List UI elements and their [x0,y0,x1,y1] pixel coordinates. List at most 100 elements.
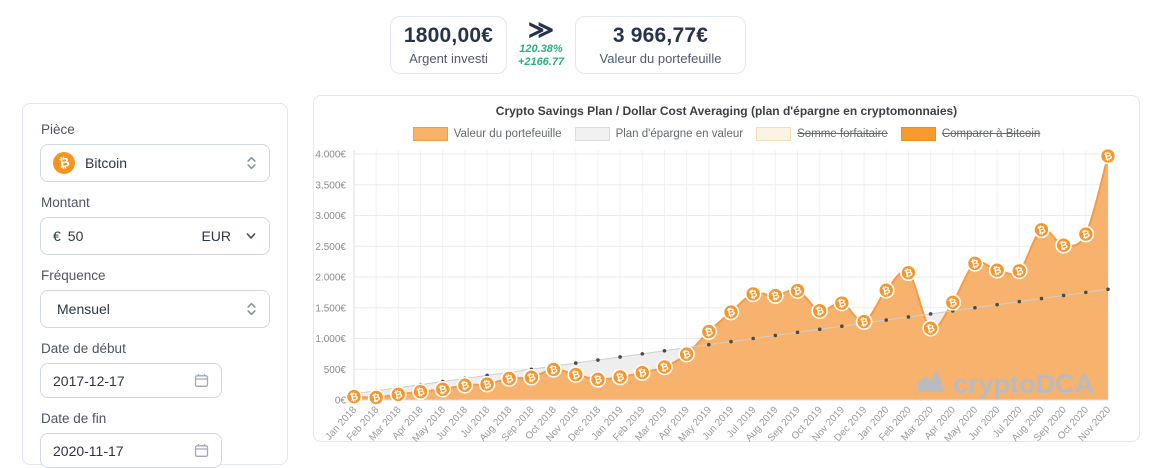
svg-text:₿: ₿ [704,325,715,339]
chart-title: Crypto Savings Plan / Dollar Cost Averag… [495,104,958,118]
bitcoin-marker-icon [1033,221,1050,239]
svg-text:₿: ₿ [970,257,981,271]
svg-text:₿: ₿ [903,266,914,280]
amount-input[interactable]: 50 [67,228,84,244]
svg-text:₿: ₿ [992,264,1003,278]
legend-item-0[interactable]: Valeur du portefeuille [412,127,562,141]
legend-label: Plan d'épargne en valeur [615,128,744,140]
y-axis-tick: 500€ [324,365,347,376]
bitcoin-marker-icon [1055,236,1072,254]
bitcoin-marker-icon [390,386,407,403]
bitcoin-marker-icon [478,375,496,393]
svg-text:₿: ₿ [837,297,848,311]
svg-text:₿: ₿ [1036,224,1047,238]
bitcoin-marker-icon [567,366,585,383]
bitcoin-marker-icon [1010,262,1028,280]
svg-text:₿: ₿ [437,383,448,397]
dca-chart-card: Crypto Savings Plan / Dollar Cost Averag… [313,95,1140,443]
change-delta: +2166.77 [517,56,565,68]
frequency-label: Fréquence [41,268,106,283]
currency-select[interactable]: EUR [201,228,231,244]
start-date-value: 2017-12-17 [53,372,125,389]
svg-text:₿: ₿ [681,348,692,362]
svg-text:₿: ₿ [948,296,959,310]
invested-card: 1800,00€ Argent investi [390,16,507,74]
portfolio-label: Valeur du portefeuille [599,51,722,66]
legend-item-1[interactable]: Plan d'épargne en valeur [574,127,744,141]
start-date-input[interactable]: 2017-12-17 [40,363,222,398]
change-block: ≫ 120.38% +2166.77 [508,17,574,69]
svg-text:₿: ₿ [659,361,670,375]
svg-text:₿: ₿ [393,388,404,402]
svg-text:₿: ₿ [881,284,892,298]
bitcoin-marker-icon [744,285,762,303]
chevron-down-icon [245,230,257,242]
y-axis-tick: 1.500€ [315,303,346,314]
portfolio-value: 3 966,77€ [612,24,709,47]
y-axis-tick: 3.000€ [315,211,346,222]
y-axis-tick: 0€ [335,396,347,407]
legend-swatch [574,127,610,141]
svg-text:₿: ₿ [859,315,870,329]
change-percent: 120.38% [519,43,563,55]
start-date-label: Date de début [41,341,126,356]
end-date-input[interactable]: 2020-11-17 [40,433,222,468]
svg-text:₿: ₿ [526,371,537,385]
legend-item-3[interactable]: Comparer à Bitcoin [900,127,1041,141]
svg-text:₿: ₿ [1103,150,1114,164]
amount-field[interactable]: € 50 EUR [40,217,270,255]
bitcoin-marker-icon [988,261,1006,279]
bitcoin-marker-icon [500,370,518,387]
bitcoin-marker-icon [545,361,562,378]
bitcoin-marker-icon [922,319,939,337]
bitcoin-marker-icon [944,294,962,311]
bitcoin-marker-icon [900,264,917,281]
legend-swatch [412,127,448,141]
y-axis-tick: 2.000€ [315,273,346,284]
svg-text:₿: ₿ [1081,228,1092,242]
bitcoin-marker-icon [589,371,607,388]
svg-text:₿: ₿ [615,371,626,385]
bitcoin-marker-icon [767,287,784,304]
end-date-value: 2020-11-17 [53,442,124,459]
svg-text:₿: ₿ [1058,239,1069,253]
svg-text:₿: ₿ [637,366,648,380]
bitcoin-marker-icon [456,376,474,394]
bitcoin-marker-icon [789,282,806,299]
bitcoin-marker-icon [1099,147,1117,165]
select-stepper-icon [246,301,257,317]
bitcoin-icon: ₿ [53,152,75,174]
legend-label: Somme forfaitaire [797,128,888,140]
bitcoin-marker-icon [367,389,385,406]
svg-text:₿: ₿ [415,385,426,399]
portfolio-card: 3 966,77€ Valeur du portefeuille [575,16,746,74]
y-axis-tick: 3.500€ [315,180,346,191]
invested-label: Argent investi [409,51,488,66]
calendar-icon[interactable] [194,443,209,458]
bitcoin-marker-icon [656,358,673,376]
legend-item-2[interactable]: Somme forfaitaire [756,127,888,141]
frequency-value: Mensuel [57,301,110,317]
dca-settings-panel: Pièce ₿ Bitcoin Montant € 50 EUR Fréquen… [22,103,288,468]
svg-text:₿: ₿ [792,284,803,298]
bitcoin-marker-icon [722,303,740,321]
dca-chart-plot: cryptoDCA ₿ ₿ ₿ ₿ ₿ ₿ ₿ ₿ ₿ ₿ ₿ ₿ ₿ ₿ ₿ ₿ ₿ ₿ ₿ ₿ ₿ ₿ ₿ ₿ ₿ ₿ ₿ ₿ ₿ ₿ ₿… [315,147,1117,443]
calendar-icon[interactable] [194,373,209,388]
bitcoin-marker-icon [811,302,829,320]
svg-text:₿: ₿ [1014,265,1025,279]
svg-text:₿: ₿ [460,379,471,393]
frequency-select[interactable]: Mensuel [40,290,270,328]
svg-text:₿: ₿ [482,378,493,392]
bitcoin-marker-icon [345,388,363,405]
bitcoin-marker-icon [966,255,984,272]
y-axis-tick: 2.500€ [315,242,346,253]
legend-label: Comparer à Bitcoin [941,128,1041,140]
svg-text:₿: ₿ [571,368,582,382]
select-stepper-icon [246,155,257,171]
cryptodca-watermark: cryptoDCA [918,369,1094,399]
svg-text:₿: ₿ [349,390,360,404]
coin-select[interactable]: ₿ Bitcoin [40,144,270,182]
end-date-label: Date de fin [41,411,107,426]
bitcoin-marker-icon [1077,225,1095,243]
y-axis-tick: 1.000€ [315,334,346,345]
